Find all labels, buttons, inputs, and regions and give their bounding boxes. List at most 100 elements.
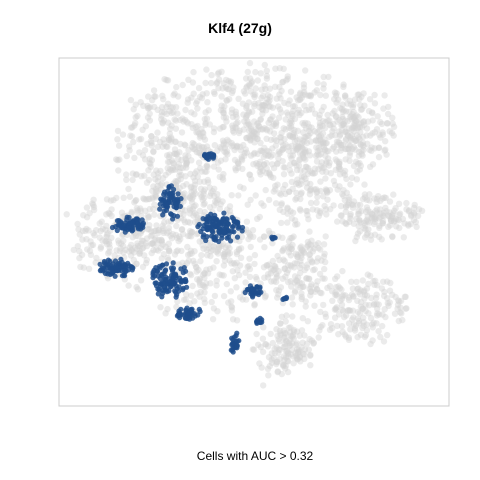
- background-point: [339, 323, 345, 329]
- background-point: [296, 112, 302, 118]
- background-point: [373, 295, 379, 301]
- background-point: [217, 271, 223, 277]
- highlight-point: [225, 220, 230, 225]
- background-point: [268, 331, 274, 337]
- highlight-point: [127, 215, 132, 220]
- background-point: [350, 205, 356, 211]
- highlight-point: [258, 290, 263, 295]
- background-point: [290, 210, 296, 216]
- background-point: [273, 200, 279, 206]
- highlight-point: [197, 222, 202, 227]
- background-point: [145, 93, 151, 99]
- background-point: [377, 334, 383, 340]
- background-point: [292, 273, 298, 279]
- background-point: [353, 279, 359, 285]
- background-point: [317, 210, 323, 216]
- background-point: [179, 115, 185, 121]
- background-point: [306, 92, 312, 98]
- background-point: [387, 128, 393, 134]
- background-point: [275, 103, 281, 109]
- background-point: [123, 177, 129, 183]
- background-point: [260, 382, 266, 388]
- background-point: [333, 156, 339, 162]
- background-point: [248, 176, 254, 182]
- background-point: [374, 196, 380, 202]
- background-point: [164, 306, 170, 312]
- background-point: [229, 304, 235, 310]
- background-point: [180, 82, 186, 88]
- background-point: [363, 132, 369, 138]
- background-point: [115, 167, 121, 173]
- background-point: [293, 94, 299, 100]
- highlight-point: [201, 216, 206, 221]
- highlight-point: [204, 225, 209, 230]
- background-point: [224, 148, 230, 154]
- background-point: [281, 327, 287, 333]
- background-point: [242, 279, 248, 285]
- background-point: [267, 363, 273, 369]
- background-point: [264, 73, 270, 79]
- background-point: [364, 141, 370, 147]
- background-point: [276, 287, 282, 293]
- background-point: [127, 133, 133, 139]
- background-point: [307, 353, 313, 359]
- background-point: [374, 301, 380, 307]
- background-point: [114, 136, 120, 142]
- highlight-point: [136, 223, 141, 228]
- background-point: [220, 177, 226, 183]
- background-point: [194, 105, 200, 111]
- background-point: [273, 142, 279, 148]
- background-point: [284, 270, 290, 276]
- background-point: [318, 141, 324, 147]
- background-point: [406, 207, 412, 213]
- highlight-point: [174, 295, 179, 300]
- background-point: [385, 224, 391, 230]
- background-point: [320, 302, 326, 308]
- background-point: [344, 100, 350, 106]
- background-point: [289, 340, 295, 346]
- background-point: [160, 120, 166, 126]
- highlight-point: [213, 238, 218, 243]
- background-point: [252, 252, 258, 258]
- background-point: [142, 208, 148, 214]
- background-point: [248, 152, 254, 158]
- background-point: [203, 66, 209, 72]
- background-point: [381, 293, 387, 299]
- background-point: [301, 103, 307, 109]
- highlight-point: [175, 286, 180, 291]
- background-point: [360, 90, 366, 96]
- background-point: [182, 107, 188, 113]
- background-point: [342, 172, 348, 178]
- background-point: [176, 173, 182, 179]
- background-point: [339, 122, 345, 128]
- background-point: [369, 110, 375, 116]
- background-point: [278, 130, 284, 136]
- highlight-point: [230, 337, 235, 342]
- background-point: [314, 80, 320, 86]
- background-point: [312, 266, 318, 272]
- background-point: [264, 127, 270, 133]
- highlight-point: [235, 339, 240, 344]
- background-point: [308, 200, 314, 206]
- background-point: [245, 69, 251, 75]
- background-point: [360, 147, 366, 153]
- highlight-point: [159, 280, 164, 285]
- background-point: [369, 215, 375, 221]
- background-point: [275, 368, 281, 374]
- background-point: [192, 170, 198, 176]
- background-point: [163, 77, 169, 83]
- background-point: [319, 169, 325, 175]
- background-point: [121, 195, 127, 201]
- background-point: [302, 150, 308, 156]
- background-point: [288, 252, 294, 258]
- highlight-point: [156, 274, 161, 279]
- background-point: [232, 261, 238, 267]
- background-point: [292, 138, 298, 144]
- background-point: [215, 71, 221, 77]
- highlight-point: [254, 284, 259, 289]
- background-point: [379, 285, 385, 291]
- background-point: [298, 191, 304, 197]
- highlight-point: [164, 201, 169, 206]
- background-point: [297, 206, 303, 212]
- background-point: [355, 289, 361, 295]
